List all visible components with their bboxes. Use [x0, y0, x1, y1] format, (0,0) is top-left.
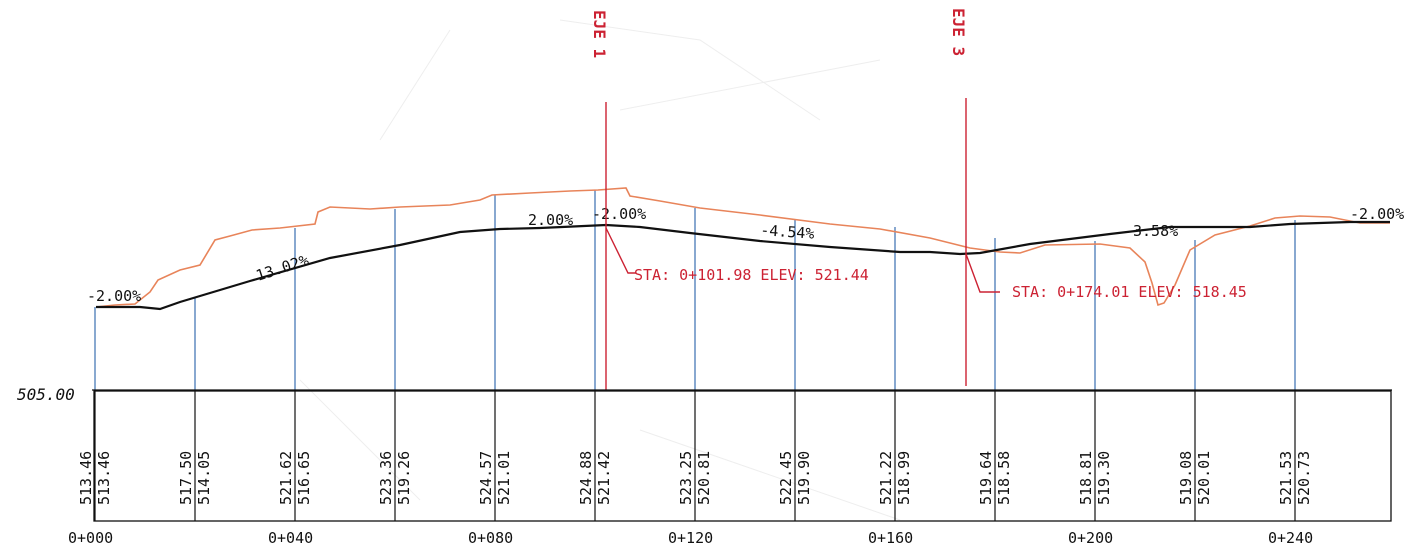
station-label: 0+200 [1068, 529, 1113, 547]
station-label: 0+040 [268, 529, 313, 547]
ground-profile-line [95, 187, 1390, 308]
elevation-table-box [93, 390, 1392, 522]
elevation-value-design: 520.81 [695, 451, 713, 505]
elevation-value-design: 518.58 [995, 451, 1013, 505]
axis-labels: EJE 1 EJE 3 [590, 8, 968, 58]
elevation-value-design: 514.05 [195, 451, 213, 505]
elevation-value-design: 521.42 [595, 451, 613, 505]
elevation-value-existing: 519.64 [977, 451, 995, 505]
grade-label: -4.54% [760, 221, 815, 243]
eje-axes [605, 98, 1000, 390]
station-label: 0+240 [1268, 529, 1313, 547]
elevation-value-design: 519.30 [1095, 451, 1113, 505]
station-label: 0+120 [668, 529, 713, 547]
elevation-value-design: 518.99 [895, 451, 913, 505]
elevation-value-existing: 524.57 [477, 451, 495, 505]
elevation-value-existing: 521.62 [277, 451, 295, 505]
grade-label: 3.58% [1133, 222, 1178, 240]
axis-name-eje-1: EJE 1 [590, 10, 609, 58]
profile-table [92, 389, 1392, 522]
elevation-value-design: 521.01 [495, 451, 513, 505]
elevation-value-existing: 517.50 [177, 451, 195, 505]
background-sketch [299, 19, 901, 521]
station-label: 0+160 [868, 529, 913, 547]
axis-name-eje-3: EJE 3 [949, 8, 968, 56]
elevation-value-existing: 523.36 [377, 451, 395, 505]
grade-label: 13.02% [254, 251, 311, 285]
grade-label: -2.00% [592, 205, 646, 223]
station-lines [94, 190, 1296, 390]
grade-label: -2.00% [87, 287, 141, 305]
station-label: 0+080 [468, 529, 513, 547]
elevation-value-design: 519.90 [795, 451, 813, 505]
callout-sta-eje-1: STA: 0+101.98 ELEV: 521.44 [634, 266, 869, 284]
elevation-value-existing: 524.88 [577, 451, 595, 505]
elevation-value-existing: 523.25 [677, 451, 695, 505]
station-label: 0+000 [68, 529, 113, 547]
datum-elevation-label: 505.00 [17, 385, 75, 404]
eje-1-leader [605, 227, 636, 274]
elevation-value-design: 519.26 [395, 451, 413, 505]
station-callouts: STA: 0+101.98 ELEV: 521.44 STA: 0+174.01… [634, 266, 1247, 301]
elevation-value-existing: 513.46 [77, 451, 95, 505]
grade-label: 2.00% [528, 211, 573, 229]
grade-profile-line [96, 220, 1390, 311]
elevation-value-design: 516.65 [295, 451, 313, 505]
elevation-value-existing: 521.53 [1277, 451, 1295, 505]
callout-sta-eje-3: STA: 0+174.01 ELEV: 518.45 [1012, 283, 1247, 301]
grade-label: -2.00% [1350, 205, 1404, 223]
table-columns: 513.46 513.46 0+000 517.50 514.05 521.62 516.6… [68, 391, 1313, 547]
elevation-value-existing: 519.08 [1177, 451, 1195, 505]
elevation-value-design: 520.01 [1195, 451, 1213, 505]
elevation-value-design: 520.73 [1295, 451, 1313, 505]
elevation-value-existing: 521.22 [877, 451, 895, 505]
eje-3-leader [965, 253, 1000, 293]
elevation-value-existing: 522.45 [777, 451, 795, 505]
elevation-value-design: 513.46 [95, 451, 113, 505]
elevation-value-existing: 518.81 [1077, 451, 1095, 505]
